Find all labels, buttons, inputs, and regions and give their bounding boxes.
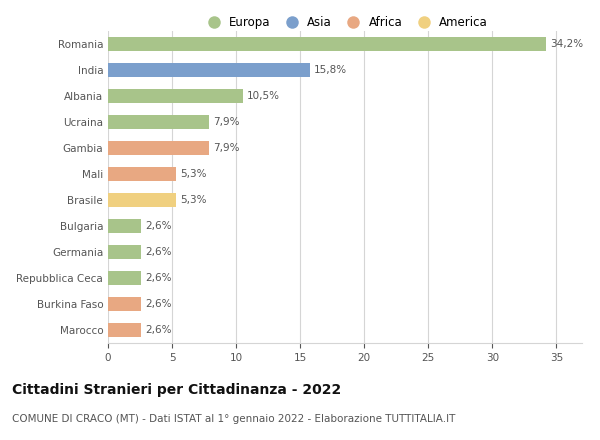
Text: 2,6%: 2,6% [145, 325, 172, 335]
Text: COMUNE DI CRACO (MT) - Dati ISTAT al 1° gennaio 2022 - Elaborazione TUTTITALIA.I: COMUNE DI CRACO (MT) - Dati ISTAT al 1° … [12, 414, 455, 424]
Bar [108, 297, 142, 312]
Bar [108, 193, 176, 207]
Text: 2,6%: 2,6% [145, 221, 172, 231]
Text: 10,5%: 10,5% [247, 91, 280, 101]
Text: 5,3%: 5,3% [180, 195, 206, 205]
Text: 2,6%: 2,6% [145, 299, 172, 309]
Bar [108, 115, 209, 129]
Bar [108, 62, 310, 77]
Bar [108, 245, 142, 259]
Bar [108, 219, 142, 233]
Text: 7,9%: 7,9% [213, 117, 239, 127]
Text: 2,6%: 2,6% [145, 273, 172, 283]
Bar [108, 271, 142, 285]
Text: 7,9%: 7,9% [213, 143, 239, 153]
Bar [108, 323, 142, 337]
Text: 5,3%: 5,3% [180, 169, 206, 179]
Text: 15,8%: 15,8% [314, 65, 347, 75]
Bar [108, 37, 546, 51]
Text: 2,6%: 2,6% [145, 247, 172, 257]
Bar [108, 89, 242, 103]
Bar [108, 167, 176, 181]
Legend: Europa, Asia, Africa, America: Europa, Asia, Africa, America [197, 12, 493, 34]
Text: 34,2%: 34,2% [550, 39, 583, 49]
Text: Cittadini Stranieri per Cittadinanza - 2022: Cittadini Stranieri per Cittadinanza - 2… [12, 383, 341, 397]
Bar [108, 141, 209, 155]
